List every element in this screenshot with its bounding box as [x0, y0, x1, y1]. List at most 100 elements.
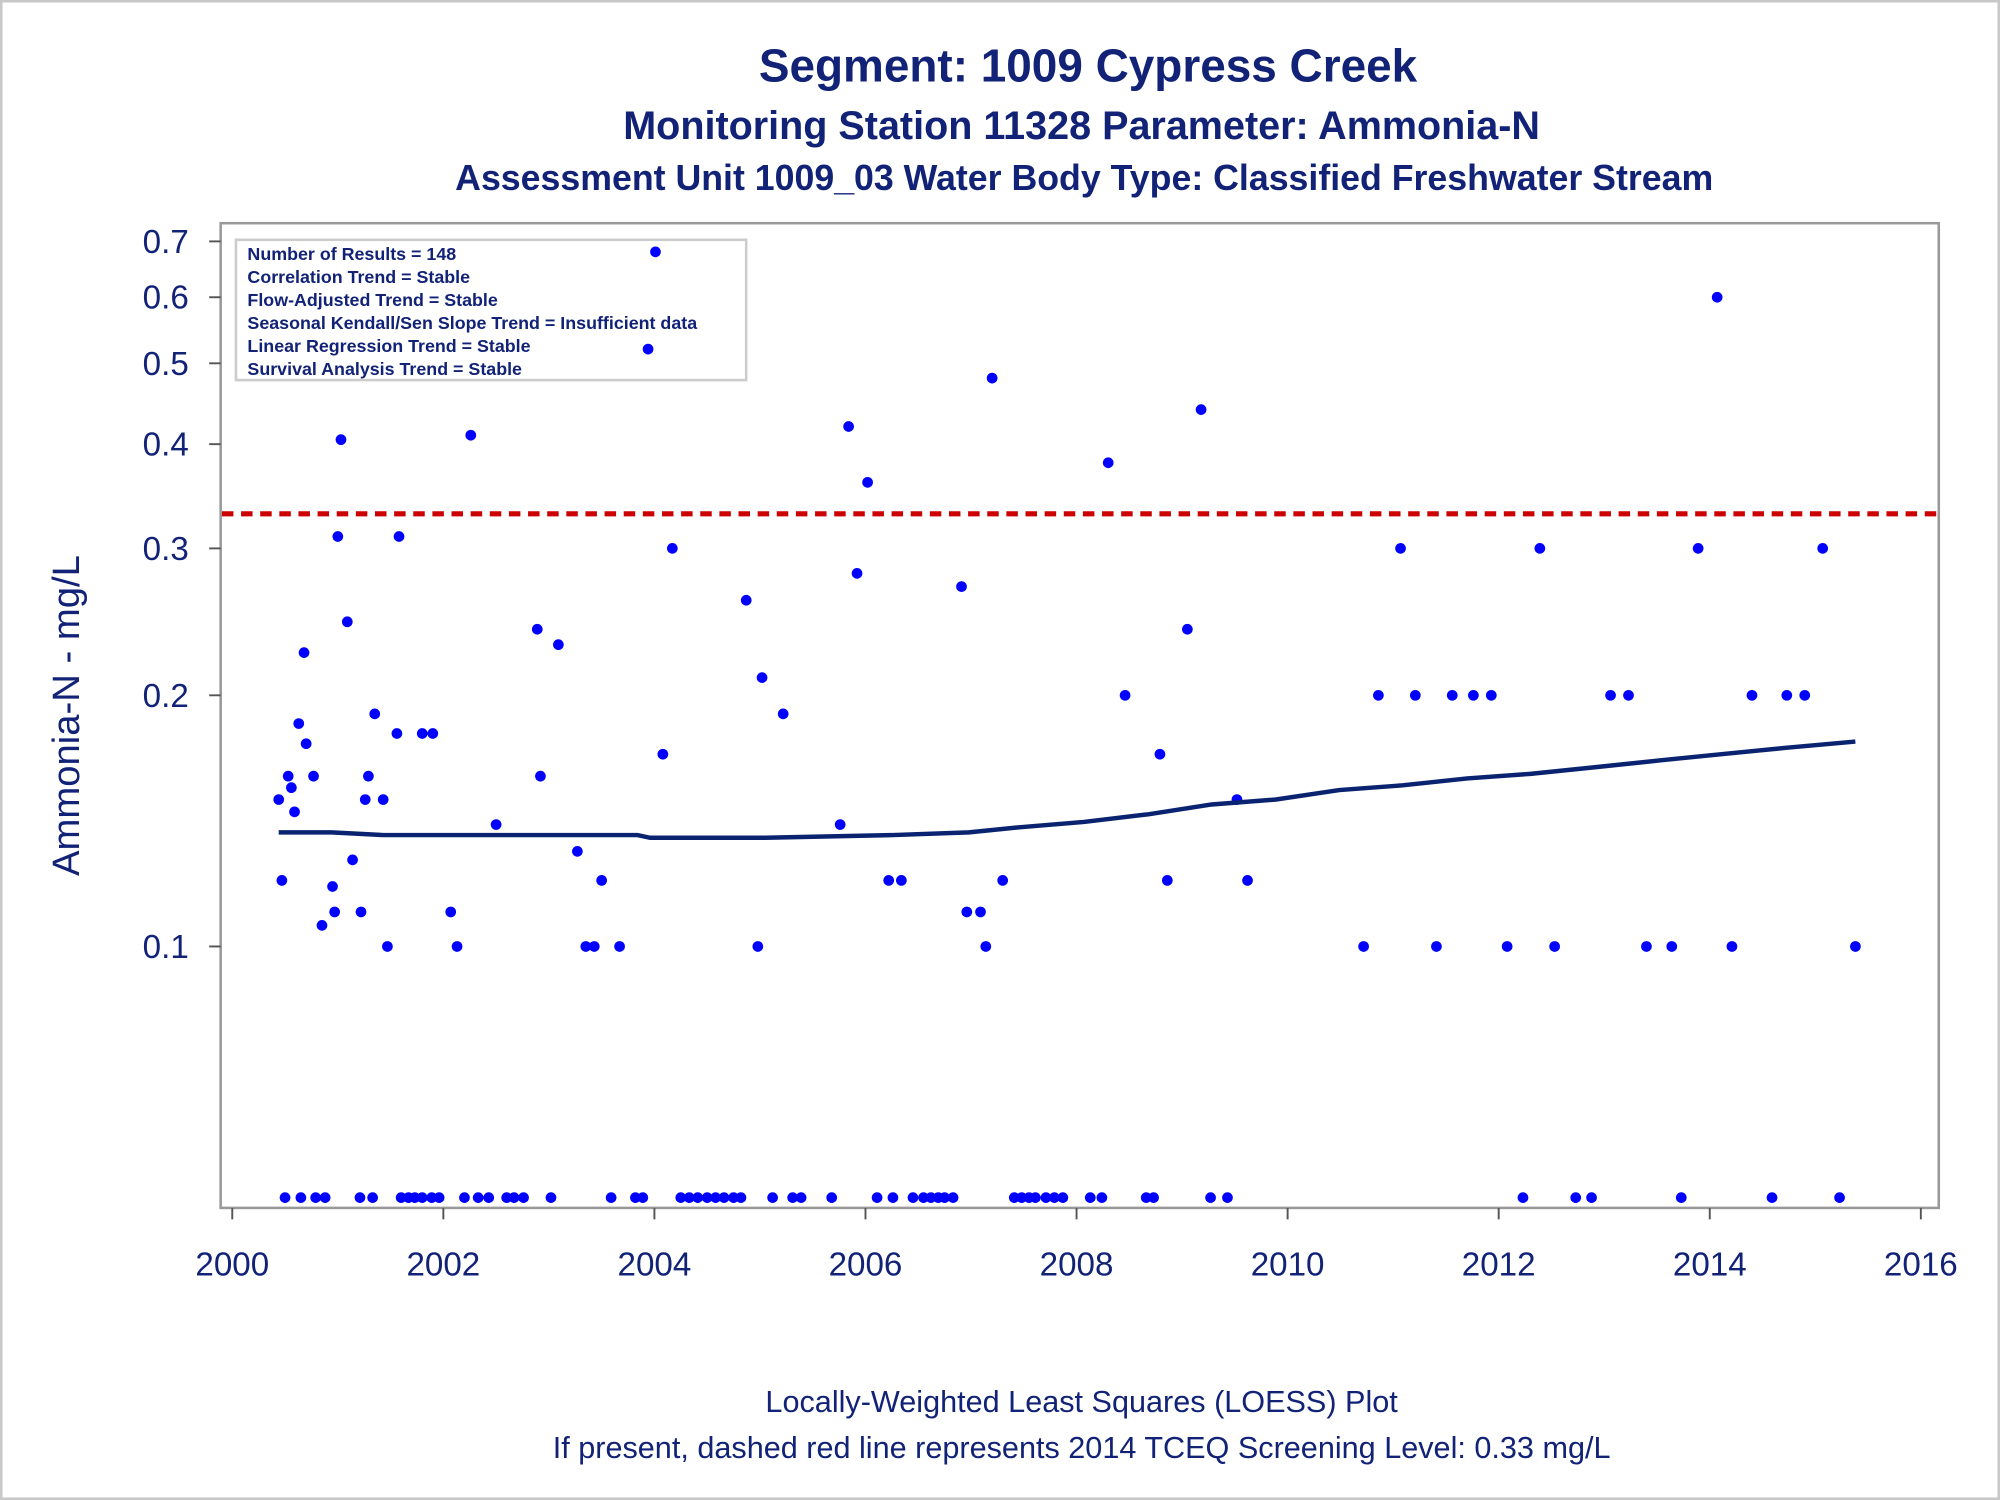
data-point	[1016, 1192, 1028, 1203]
data-point	[1517, 1192, 1529, 1203]
data-point	[1182, 623, 1193, 635]
data-point	[572, 846, 583, 857]
data-point	[735, 1192, 747, 1203]
data-point	[359, 794, 371, 805]
data-point	[1395, 543, 1406, 554]
y-tick-label: 0.7	[143, 224, 189, 261]
data-point	[316, 919, 328, 931]
data-point	[1781, 689, 1793, 701]
x-tick-label: 2014	[1673, 1247, 1747, 1284]
data-point	[276, 875, 288, 886]
data-point	[1431, 941, 1442, 952]
data-point	[767, 1192, 778, 1203]
data-point	[310, 1192, 322, 1203]
data-point	[295, 1192, 307, 1203]
data-point	[925, 1192, 937, 1203]
data-point	[1799, 689, 1811, 701]
chart-subtitle: Assessment Unit 1009_03 Water Body Type:…	[455, 158, 1713, 198]
data-point	[273, 794, 285, 805]
data-point	[1409, 689, 1421, 701]
data-point	[535, 770, 546, 782]
annotation: Flow-Adjusted Trend = Stable	[247, 290, 497, 310]
data-point	[1850, 941, 1861, 952]
data-point	[377, 794, 389, 805]
data-point	[588, 941, 600, 952]
data-point	[939, 1192, 950, 1203]
data-point	[1746, 689, 1758, 701]
loess-line	[278, 739, 1856, 840]
data-point	[1446, 689, 1458, 701]
data-point	[1549, 941, 1560, 952]
data-point	[1501, 941, 1513, 952]
data-point	[718, 1192, 730, 1203]
data-point	[363, 770, 374, 782]
data-point	[961, 906, 973, 918]
data-point	[1468, 689, 1479, 701]
data-point	[1834, 1192, 1845, 1203]
data-point	[409, 1192, 421, 1203]
data-point	[416, 728, 428, 739]
data-point	[883, 875, 895, 886]
data-point	[1084, 1192, 1096, 1203]
data-point	[1148, 1192, 1159, 1203]
data-point	[1623, 689, 1634, 701]
data-point	[545, 1192, 557, 1203]
data-point	[756, 672, 768, 683]
data-point	[341, 616, 353, 628]
data-point	[701, 1192, 713, 1203]
data-point	[369, 708, 381, 720]
data-point	[907, 1192, 919, 1203]
data-point	[298, 647, 310, 658]
data-point	[605, 1192, 617, 1203]
chart-subtitle: Monitoring Station 11328 Parameter: Ammo…	[623, 104, 1540, 148]
data-point	[279, 1192, 291, 1203]
data-point	[642, 343, 654, 355]
data-point	[862, 476, 873, 488]
data-point	[1711, 291, 1723, 303]
data-point	[1666, 941, 1678, 952]
data-point	[728, 1192, 739, 1203]
data-point	[300, 738, 312, 750]
data-point	[1485, 689, 1497, 701]
data-point	[580, 941, 592, 952]
data-point	[308, 770, 319, 782]
x-tick-label: 2008	[1040, 1247, 1114, 1284]
data-point	[1040, 1192, 1052, 1203]
data-point	[787, 1192, 799, 1203]
annotation: Survival Analysis Trend = Stable	[247, 359, 522, 379]
x-tick-label: 2002	[406, 1247, 480, 1284]
data-point	[710, 1192, 721, 1203]
data-point	[1692, 543, 1704, 554]
annotation-box	[234, 238, 748, 382]
data-point	[329, 906, 340, 918]
data-point	[391, 728, 403, 739]
data-point	[1161, 875, 1173, 886]
data-point	[382, 941, 393, 952]
data-point	[1534, 543, 1546, 554]
data-point	[1675, 1192, 1687, 1203]
data-point	[887, 1192, 899, 1203]
data-point	[1205, 1192, 1216, 1203]
data-point	[1586, 1192, 1597, 1203]
x-tick-label: 2012	[1462, 1247, 1536, 1284]
data-point	[777, 708, 789, 720]
data-point	[1570, 1192, 1582, 1203]
data-point	[1140, 1192, 1152, 1203]
data-point	[683, 1192, 695, 1203]
data-point	[956, 581, 967, 592]
y-axis-label: Ammonia-N - mg/L	[45, 555, 88, 876]
data-point	[947, 1192, 959, 1203]
data-point	[501, 1192, 513, 1203]
data-point	[319, 1192, 331, 1203]
data-point	[1222, 1192, 1233, 1203]
data-point	[614, 941, 625, 952]
data-point	[518, 1192, 529, 1203]
data-point	[1641, 941, 1652, 952]
data-point	[427, 728, 439, 739]
data-point	[289, 806, 300, 818]
data-point	[795, 1192, 807, 1203]
data-point	[1154, 748, 1166, 760]
data-point	[980, 941, 992, 952]
data-point	[508, 1192, 520, 1203]
